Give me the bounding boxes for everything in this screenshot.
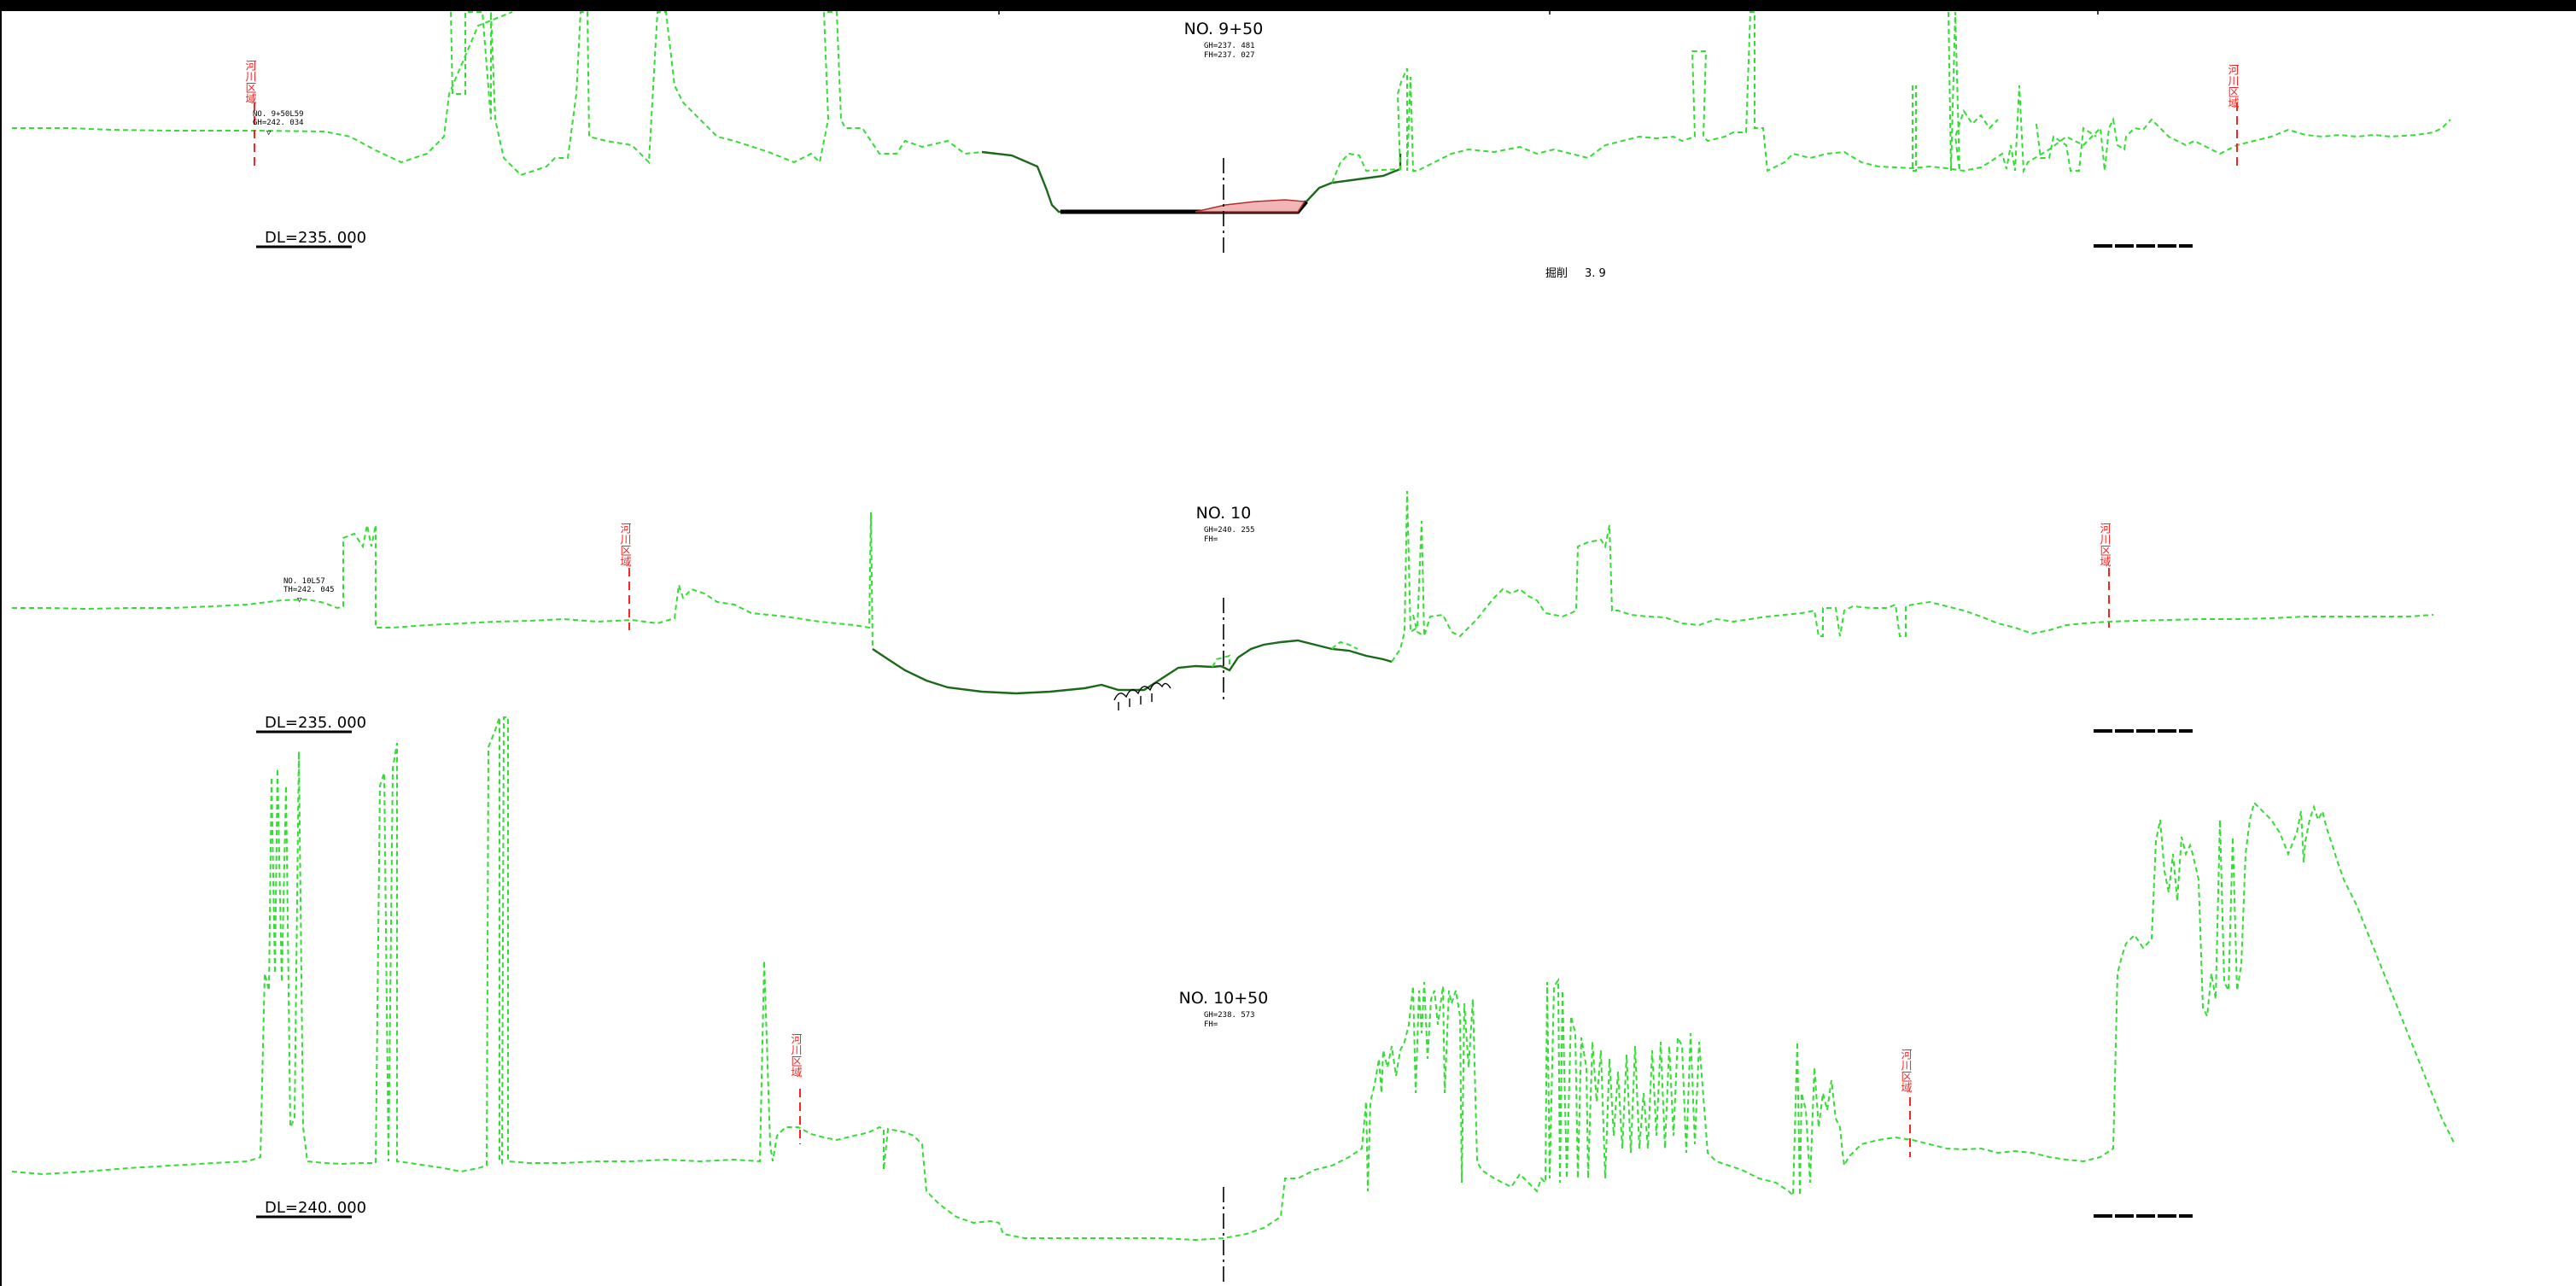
river-boundary-label: 河川区域 (789, 1033, 803, 1078)
ref-elevation-label: GH=242. 034 (253, 119, 304, 127)
channel-bank-line (1306, 154, 1402, 202)
channel-bed-line (981, 150, 1067, 213)
station-title: NO. 10 (1196, 504, 1252, 523)
datum-level-label: DL=240. 000 (265, 1199, 366, 1217)
ground-line (1391, 490, 2434, 663)
ground-line (1331, 11, 2451, 184)
section-no-10-50: 河川区域 河川区域 NO. 10+50 GH=238. 573 FH= DL=2… (11, 716, 2456, 1286)
ground-height-label: GH=237. 481 (1204, 42, 1255, 50)
ground-line (450, 11, 983, 177)
ref-elevation-label: TH=242. 045 (283, 586, 335, 594)
river-boundary-label: 河川区域 (243, 60, 257, 104)
ground-line (12, 11, 513, 164)
excavation-note-label: 掘削 (1545, 267, 1568, 280)
ref-mark: ▽ (266, 129, 272, 137)
datum-level-label: DL=235. 000 (265, 714, 366, 732)
ground-line (12, 511, 873, 650)
excavation-note-value: 3. 9 (1585, 267, 1606, 280)
ref-station-label: NO. 9+50L59 (253, 110, 304, 119)
ground-line (1331, 640, 1358, 650)
rock-symbol (1118, 693, 1153, 710)
excavation-area (1195, 199, 1306, 213)
ground-height-label: GH=238. 573 (1204, 1011, 1255, 1020)
ground-line (1948, 11, 1999, 172)
station-title: NO. 10+50 (1179, 989, 1269, 1008)
formation-height-label: FH= (1204, 535, 1218, 544)
datum-level-label: DL=235. 000 (265, 229, 366, 247)
section-no-9-50: 河川区域 河川区域 NO. 9+50L59 GH=242. 034 ▽ NO. … (12, 11, 2451, 280)
ground-line (11, 716, 2456, 1242)
channel-bed-line (872, 639, 1393, 695)
ground-line (1912, 85, 1917, 172)
river-boundary-label: 河川区域 (1899, 1049, 1913, 1093)
ground-height-label: GH=240. 255 (1204, 526, 1255, 535)
formation-height-label: FH= (1204, 1020, 1218, 1029)
river-boundary-label: 河川区域 (2226, 64, 2240, 108)
formation-height-label: FH=237. 027 (1204, 51, 1255, 60)
ground-line (2036, 123, 2097, 172)
ground-line (1412, 614, 1425, 637)
ref-mark: ▽ (297, 596, 302, 605)
section-no-10: 河川区域 河川区域 NO. 10L57 TH=242. 045 ▽ NO. 10… (12, 490, 2434, 734)
station-title: NO. 9+50 (1184, 20, 1264, 38)
river-boundary-label: 河川区域 (2098, 523, 2112, 567)
ref-station-label: NO. 10L57 (283, 577, 325, 586)
top-frame-border (0, 0, 2576, 11)
river-boundary-label: 河川区域 (618, 523, 632, 567)
rock-symbol (1113, 682, 1171, 701)
